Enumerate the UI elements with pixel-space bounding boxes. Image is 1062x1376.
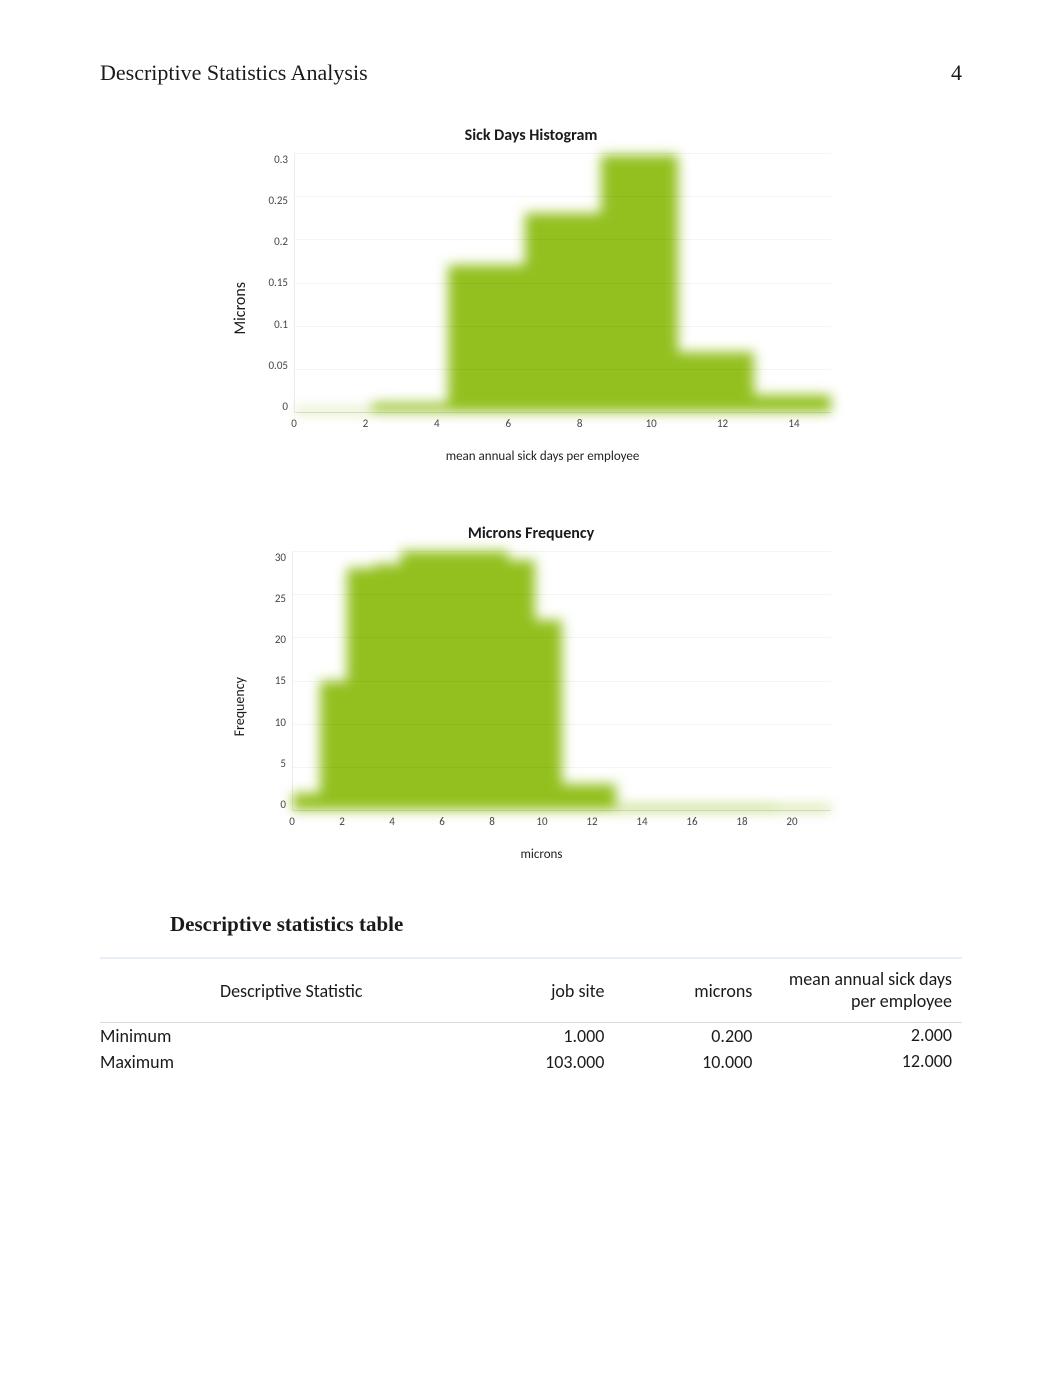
cell-statistic: Maximum xyxy=(100,1051,479,1073)
xtick: 6 xyxy=(505,417,511,430)
chart2-ylabel: Frequency xyxy=(231,677,248,736)
ytick: 0.25 xyxy=(268,194,288,207)
chart2-title: Microns Frequency xyxy=(231,524,831,543)
bar xyxy=(372,403,410,412)
bar xyxy=(562,784,589,810)
xtick: 14 xyxy=(636,815,647,828)
chart1-title: Sick Days Histogram xyxy=(231,126,831,145)
chart1-ylabel: Microns xyxy=(231,282,250,335)
xtick: 2 xyxy=(339,815,345,828)
ytick: 0 xyxy=(280,798,286,811)
col-header-jobsite: job site xyxy=(479,980,634,1002)
bar xyxy=(716,352,754,412)
xtick: 20 xyxy=(786,815,797,828)
xtick: 6 xyxy=(439,815,445,828)
ytick: 25 xyxy=(275,592,286,605)
stats-table: Descriptive Statistic job site microns m… xyxy=(100,957,962,1075)
xtick: 12 xyxy=(717,417,728,430)
xtick: 14 xyxy=(788,417,799,430)
bar xyxy=(347,568,374,810)
bar xyxy=(508,560,535,810)
chart2-xticks: 02468101214161820 xyxy=(292,815,792,829)
chart-microns-frequency: Microns Frequency Frequency 302520151050… xyxy=(231,524,831,862)
cell-mean: 2.000 xyxy=(772,1025,962,1047)
page-number: 4 xyxy=(951,60,962,86)
table-row: Maximum103.00010.00012.000 xyxy=(100,1049,962,1075)
table-section-title: Descriptive statistics table xyxy=(170,912,1062,937)
chart-sick-days: Sick Days Histogram Microns 0.30.250.20.… xyxy=(231,126,831,464)
cell-jobsite: 1.000 xyxy=(479,1025,634,1047)
bar xyxy=(448,265,486,412)
bar xyxy=(410,403,448,412)
bar xyxy=(374,564,401,810)
bar xyxy=(563,213,601,412)
chart1-yticks: 0.3 0.25 0.2 0.15 0.1 0.05 0 xyxy=(254,153,294,413)
table-row: Minimum1.0000.2002.000 xyxy=(100,1023,962,1049)
chart1-plot-area xyxy=(294,153,831,413)
xtick: 0 xyxy=(289,815,295,828)
ytick: 0.3 xyxy=(274,153,288,166)
cell-statistic: Minimum xyxy=(100,1025,479,1047)
bar xyxy=(293,793,320,810)
xtick: 18 xyxy=(736,815,747,828)
bar xyxy=(525,213,563,412)
xtick: 12 xyxy=(586,815,597,828)
ytick: 0.2 xyxy=(274,235,288,248)
ytick: 20 xyxy=(275,633,286,646)
xtick: 8 xyxy=(577,417,583,430)
chart2-yticks: 30 25 20 15 10 5 0 xyxy=(252,551,292,811)
xtick: 8 xyxy=(489,815,495,828)
xtick: 10 xyxy=(646,417,657,430)
col-header-statistic: Descriptive Statistic xyxy=(100,980,479,1002)
table-header-row: Descriptive Statistic job site microns m… xyxy=(100,959,962,1023)
ytick: 10 xyxy=(275,716,286,729)
chart2-xlabel: microns xyxy=(252,847,831,862)
ytick: 0 xyxy=(282,400,288,413)
xtick: 4 xyxy=(389,815,395,828)
chart1-xlabel: mean annual sick days per employee xyxy=(254,449,831,464)
ytick: 0.1 xyxy=(274,318,288,331)
ytick: 0.05 xyxy=(268,359,288,372)
bar xyxy=(589,784,616,810)
page-title: Descriptive Statistics Analysis xyxy=(100,60,368,86)
cell-microns: 0.200 xyxy=(634,1025,772,1047)
xtick: 4 xyxy=(434,417,440,430)
ytick: 30 xyxy=(275,551,286,564)
bar xyxy=(793,395,831,412)
cell-jobsite: 103.000 xyxy=(479,1051,634,1073)
xtick: 16 xyxy=(686,815,697,828)
bar xyxy=(678,352,716,412)
bar xyxy=(486,265,524,412)
col-header-microns: microns xyxy=(634,980,772,1002)
ytick: 0.15 xyxy=(268,276,288,289)
xtick: 0 xyxy=(291,417,297,430)
xtick: 10 xyxy=(536,815,547,828)
cell-mean: 12.000 xyxy=(772,1051,962,1073)
ytick: 15 xyxy=(275,674,286,687)
chart2-plot-area xyxy=(292,551,831,811)
col-header-mean: mean annual sick days per employee xyxy=(772,969,962,1012)
chart1-xticks: 02468101214 xyxy=(294,417,794,431)
cell-microns: 10.000 xyxy=(634,1051,772,1073)
ytick: 5 xyxy=(280,757,286,770)
bar xyxy=(320,681,347,811)
xtick: 2 xyxy=(363,417,369,430)
bar xyxy=(754,395,792,412)
bar xyxy=(535,620,562,810)
